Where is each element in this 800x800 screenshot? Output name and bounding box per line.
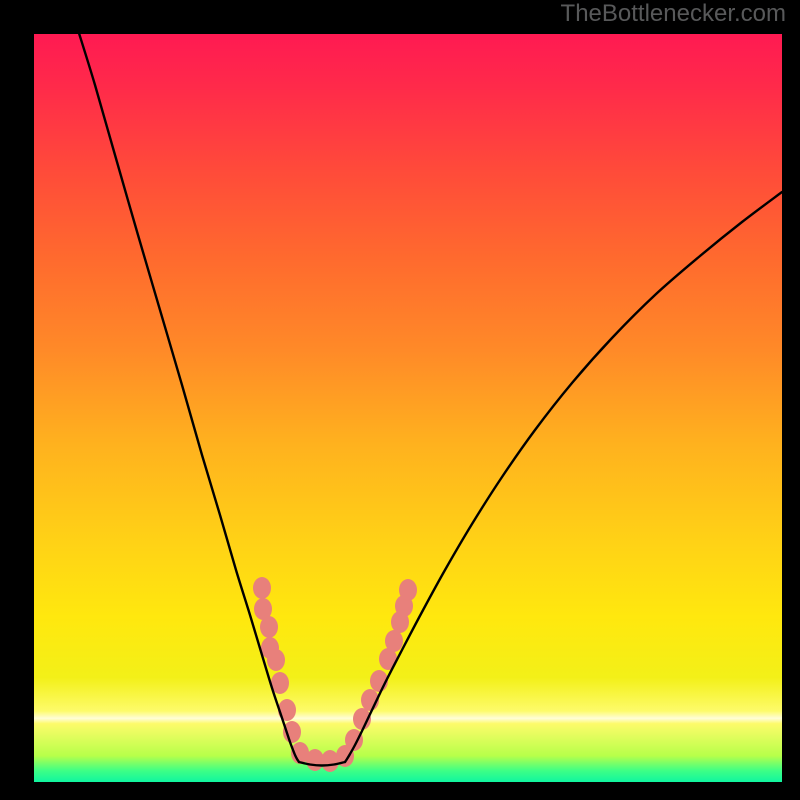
curve-right	[345, 192, 782, 762]
data-marker	[267, 649, 285, 671]
data-marker	[260, 616, 278, 638]
marker-group	[253, 577, 417, 772]
data-marker	[385, 630, 403, 652]
chart-root: TheBottlenecker.com	[0, 0, 800, 800]
data-marker	[253, 577, 271, 599]
watermark-text: TheBottlenecker.com	[561, 0, 786, 28]
curve-overlay	[0, 0, 800, 800]
data-marker	[399, 579, 417, 601]
